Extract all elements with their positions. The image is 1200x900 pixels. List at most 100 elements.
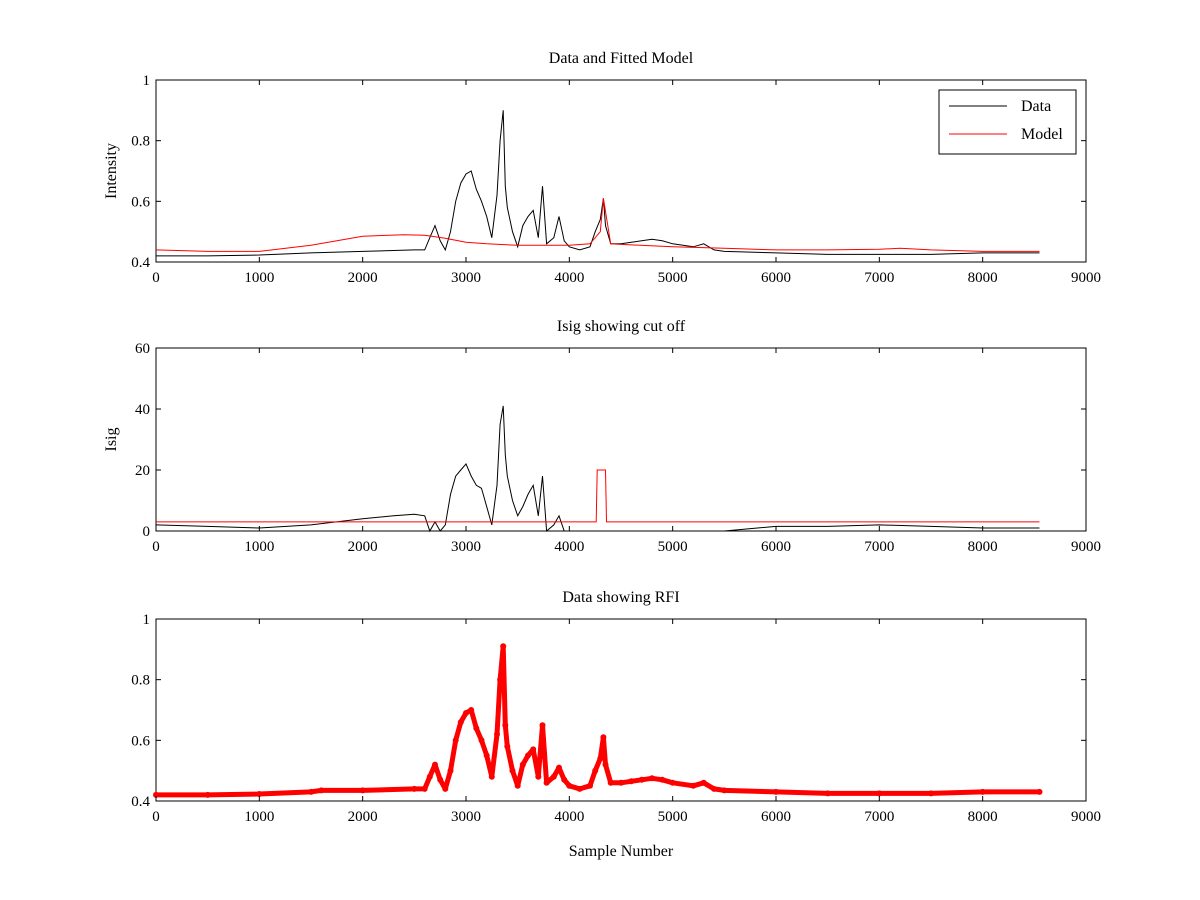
data-point xyxy=(824,790,831,797)
x-tick-label: 1000 xyxy=(244,539,274,555)
data-point xyxy=(628,778,635,785)
data-point xyxy=(411,785,418,792)
y-axis-label: Intensity xyxy=(103,143,120,199)
y-tick-label: 40 xyxy=(135,402,150,418)
chart-title: Data and Fitted Model xyxy=(549,50,694,67)
data-point xyxy=(509,767,516,774)
data-point xyxy=(497,676,504,683)
data-point xyxy=(478,737,485,744)
data-point xyxy=(543,779,550,786)
x-tick-label: 4000 xyxy=(554,539,584,555)
data-point xyxy=(421,785,428,792)
x-tick-label: 4000 xyxy=(554,270,584,286)
x-tick-label: 9000 xyxy=(1071,270,1101,286)
data-point xyxy=(488,773,495,780)
y-tick-label: 0.6 xyxy=(131,733,150,749)
y-tick-label: 1 xyxy=(143,612,151,628)
x-tick-label: 3000 xyxy=(451,539,481,555)
y-axis-label: Isig xyxy=(103,428,120,452)
data-point xyxy=(607,779,614,786)
chart-title: Data showing RFI xyxy=(562,589,679,606)
data-point xyxy=(514,782,521,789)
x-tick-label: 1000 xyxy=(244,809,274,825)
x-tick-label: 6000 xyxy=(761,809,791,825)
data-point xyxy=(602,761,609,768)
x-tick-label: 9000 xyxy=(1071,539,1101,555)
chart-title: Isig showing cut off xyxy=(557,318,686,335)
x-tick-label: 3000 xyxy=(451,809,481,825)
series-line xyxy=(156,469,1040,523)
data-point xyxy=(1036,788,1043,795)
plot-area xyxy=(155,79,1087,263)
data-point xyxy=(550,773,557,780)
data-point xyxy=(561,776,568,783)
legend: Data Model xyxy=(938,89,1077,155)
y-tick-label: 0.4 xyxy=(131,255,150,271)
data-point xyxy=(504,743,511,750)
x-tick-label: 0 xyxy=(152,809,160,825)
data-point xyxy=(502,722,509,729)
data-point xyxy=(463,710,469,716)
data-point xyxy=(600,734,607,741)
data-point xyxy=(638,776,645,783)
x-tick-label: 0 xyxy=(152,270,160,286)
x-tick-label: 4000 xyxy=(554,809,584,825)
data-point xyxy=(979,788,986,795)
legend-label: Model xyxy=(1021,126,1063,143)
legend-box xyxy=(938,89,1077,155)
x-tick-label: 6000 xyxy=(761,270,791,286)
series-line xyxy=(155,405,1040,533)
data-point xyxy=(483,752,490,759)
series-line xyxy=(156,110,1040,257)
x-tick-label: 0 xyxy=(152,539,160,555)
data-point xyxy=(308,788,314,795)
data-point xyxy=(519,761,526,768)
x-tick-label: 5000 xyxy=(658,270,688,286)
data-point xyxy=(318,787,325,794)
y-tick-label: 0.8 xyxy=(131,134,150,150)
x-tick-label: 2000 xyxy=(348,539,378,555)
data-point xyxy=(525,752,531,759)
x-axis-label: Sample Number xyxy=(569,843,674,860)
x-tick-label: 7000 xyxy=(864,809,894,825)
x-tick-label: 1000 xyxy=(244,270,274,286)
series-2 xyxy=(156,469,1040,523)
data-point xyxy=(700,779,707,786)
data-point xyxy=(618,779,624,786)
x-tick-label: 5000 xyxy=(658,809,688,825)
data-point xyxy=(587,782,593,789)
data-point xyxy=(452,737,459,744)
y-tick-label: 0 xyxy=(143,524,151,540)
legend-label: Data xyxy=(1021,98,1051,115)
x-tick-label: 2000 xyxy=(348,809,378,825)
y-tick-label: 20 xyxy=(135,463,150,479)
data-point xyxy=(597,755,604,762)
series-1 xyxy=(153,643,1043,798)
data-point xyxy=(928,790,934,797)
chart-panel-1: 0 1000 2000 3000 4000 5000 6000 7000 8000 9000 0.4… xyxy=(103,50,1101,286)
data-point xyxy=(494,731,500,738)
data-point xyxy=(711,785,717,792)
x-tick-label: 7000 xyxy=(864,539,894,555)
data-point xyxy=(566,782,573,789)
data-point xyxy=(473,725,480,732)
data-point xyxy=(500,643,507,650)
data-point xyxy=(649,775,655,782)
series-line xyxy=(155,198,1040,252)
y-tick-label: 0.8 xyxy=(131,673,150,689)
series-1 xyxy=(155,405,1040,533)
data-point xyxy=(442,785,449,792)
x-tick-label: 7000 xyxy=(864,270,894,286)
series-2 xyxy=(155,198,1040,252)
x-tick-label: 8000 xyxy=(968,539,998,555)
data-point xyxy=(535,773,542,780)
data-point xyxy=(659,776,666,783)
data-point xyxy=(592,767,599,774)
x-tick-label: 8000 xyxy=(968,809,998,825)
data-point xyxy=(468,707,475,713)
data-point xyxy=(773,788,779,795)
data-point xyxy=(876,790,883,797)
plot-area xyxy=(155,618,1087,802)
data-point xyxy=(153,791,159,798)
